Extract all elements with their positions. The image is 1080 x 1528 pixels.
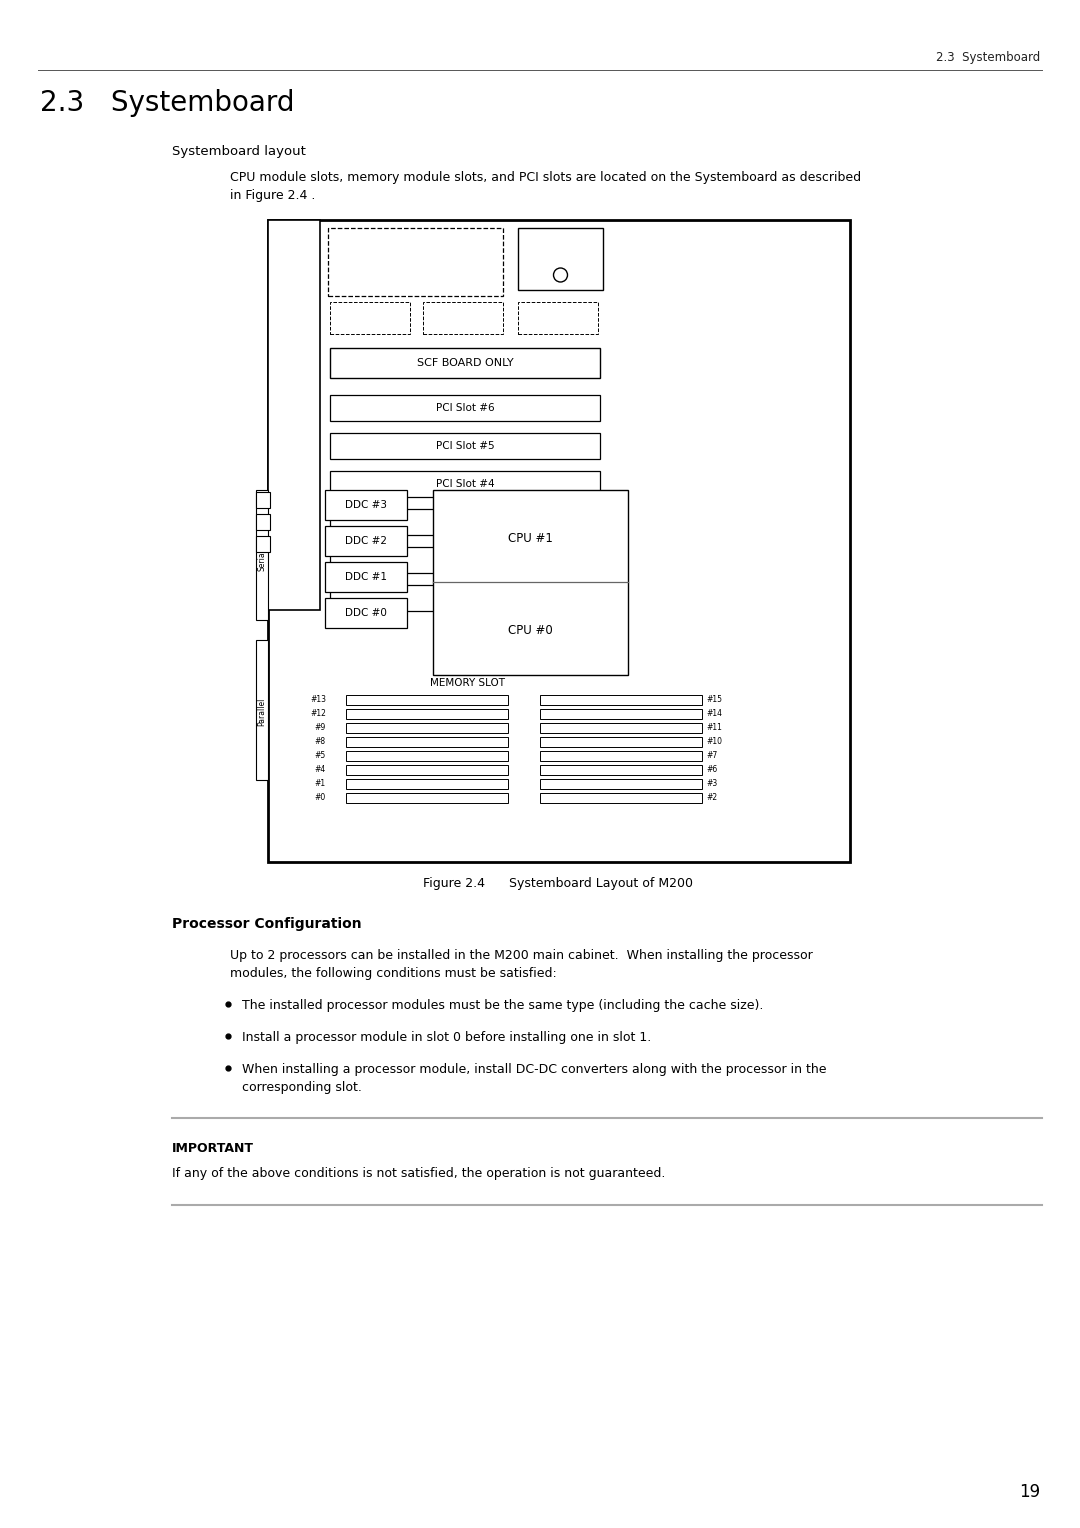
Bar [433,490,627,675]
Text: #9: #9 [314,723,326,732]
Bar [256,513,270,530]
Bar [328,228,503,296]
Bar [268,220,850,862]
Text: #8: #8 [315,738,326,747]
Text: SCF BOARD ONLY: SCF BOARD ONLY [417,358,513,368]
Text: DDC #3: DDC #3 [345,500,387,510]
Bar [256,536,270,552]
Bar [330,303,410,335]
Bar [330,509,600,535]
Text: PCI Slot #2: PCI Slot #2 [435,555,495,565]
Text: IMPORTANT: IMPORTANT [172,1141,254,1155]
Text: When installing a processor module, install DC-DC converters along with the proc: When installing a processor module, inst… [242,1063,826,1077]
Bar [540,766,702,775]
Text: 2.3   Systemboard: 2.3 Systemboard [40,89,295,118]
Text: CPU module slots, memory module slots, and PCI slots are located on the Systembo: CPU module slots, memory module slots, a… [230,171,861,183]
Text: Serials: Serials [257,545,267,571]
Text: corresponding slot.: corresponding slot. [242,1082,362,1094]
Text: #2: #2 [706,793,717,802]
Bar [330,547,600,573]
Text: 2.3  Systemboard: 2.3 Systemboard [935,52,1040,64]
Text: If any of the above conditions is not satisfied, the operation is not guaranteed: If any of the above conditions is not sa… [172,1166,665,1180]
Bar [330,396,600,422]
Text: DDC #0: DDC #0 [346,608,387,617]
Bar [325,490,407,520]
Text: PCI Slot #1: PCI Slot #1 [435,593,495,604]
Text: Up to 2 processors can be installed in the M200 main cabinet.  When installing t: Up to 2 processors can be installed in t… [230,949,813,961]
Text: #0: #0 [314,793,326,802]
Text: in Figure 2.4 .: in Figure 2.4 . [230,189,315,203]
Bar [330,471,600,497]
Bar [330,432,600,458]
Bar [330,348,600,377]
Bar [540,695,702,704]
Text: CPU #1: CPU #1 [508,532,553,544]
Text: Figure 2.4      Systemboard Layout of M200: Figure 2.4 Systemboard Layout of M200 [423,877,693,889]
Text: Parallel: Parallel [257,698,267,726]
Bar [256,640,268,779]
Bar [540,793,702,804]
Bar [518,228,603,290]
Text: LAN: LAN [255,518,271,527]
Text: NVRAM: NVRAM [540,244,581,255]
Text: DDC #1: DDC #1 [345,571,387,582]
Bar [540,750,702,761]
Text: #12: #12 [310,709,326,718]
Text: Processor Configuration: Processor Configuration [172,917,362,931]
Text: #3: #3 [706,779,717,788]
Text: #15: #15 [706,695,723,704]
Text: DDC #2: DDC #2 [345,536,387,545]
Text: #10: #10 [706,738,723,747]
Text: KB: KB [258,539,268,549]
Text: 19: 19 [1018,1484,1040,1500]
Text: PC: PC [258,495,268,504]
Text: #6: #6 [706,766,717,775]
Bar [346,793,508,804]
Text: Systemboard layout: Systemboard layout [172,145,306,159]
Bar [268,220,320,610]
Text: modules, the following conditions must be satisfied:: modules, the following conditions must b… [230,967,557,979]
Text: CPU #0: CPU #0 [508,623,553,637]
Bar [423,303,503,335]
Bar [540,723,702,733]
Text: MEMORY SLOT: MEMORY SLOT [431,678,505,688]
Text: #7: #7 [706,752,717,761]
Text: Install a processor module in slot 0 before installing one in slot 1.: Install a processor module in slot 0 bef… [242,1031,651,1045]
Text: PCI Slot #6: PCI Slot #6 [435,403,495,413]
Text: #5: #5 [314,752,326,761]
Bar [256,492,270,507]
Bar [518,303,598,335]
Bar [346,779,508,788]
Bar [325,597,407,628]
Text: PCI Slot #5: PCI Slot #5 [435,442,495,451]
Bar [346,750,508,761]
Text: #13: #13 [310,695,326,704]
Text: #14: #14 [706,709,723,718]
Bar [540,709,702,720]
Bar [325,526,407,556]
Bar [540,779,702,788]
Bar [325,562,407,591]
Bar [330,585,600,611]
Bar [540,736,702,747]
Text: #4: #4 [314,766,326,775]
Bar [346,766,508,775]
Text: #11: #11 [706,723,721,732]
Text: PCI Slot #4: PCI Slot #4 [435,478,495,489]
Text: PCI Slot #3: PCI Slot #3 [435,516,495,527]
Bar [256,490,268,620]
Text: #1: #1 [315,779,326,788]
Bar [346,695,508,704]
Bar [346,736,508,747]
Bar [346,723,508,733]
Bar [346,709,508,720]
Text: The installed processor modules must be the same type (including the cache size): The installed processor modules must be … [242,999,764,1013]
